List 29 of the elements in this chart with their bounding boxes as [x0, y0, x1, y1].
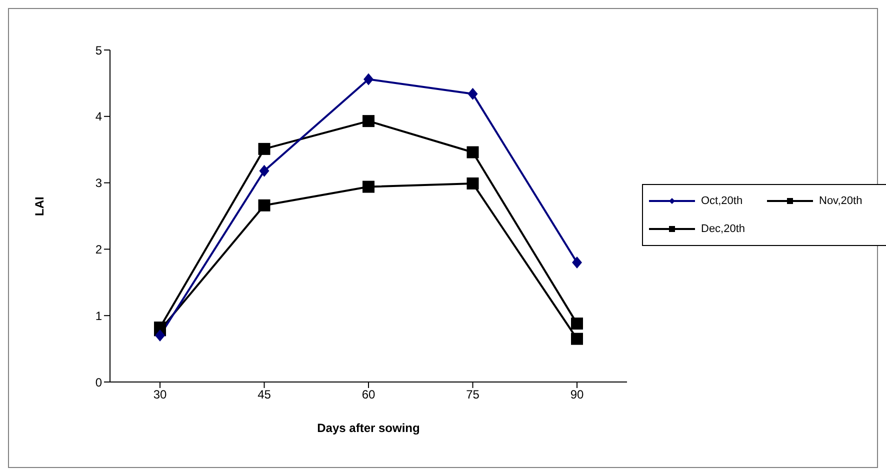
point: [572, 256, 582, 268]
point: [468, 88, 478, 100]
point: [466, 177, 479, 190]
legend-label: Nov,20th: [819, 195, 862, 207]
point: [259, 164, 270, 177]
point: [258, 142, 270, 155]
point: [466, 146, 479, 158]
point: [155, 330, 165, 342]
point: [571, 318, 583, 330]
y-tick-label: 4: [95, 110, 102, 124]
legend-label: Dec,20th: [701, 223, 746, 235]
point: [362, 115, 374, 128]
point: [571, 332, 583, 345]
y-tick-label: 3: [95, 176, 102, 190]
point: [362, 180, 374, 193]
point: [364, 73, 374, 86]
x-tick-label: 60: [362, 388, 376, 402]
y-axis-title: LAI: [32, 196, 46, 216]
x-tick-label: 30: [153, 388, 167, 402]
x-tick-label: 90: [570, 388, 584, 402]
x-tick-label: 75: [466, 388, 480, 402]
point: [258, 199, 270, 212]
y-tick-label: 2: [95, 242, 102, 256]
y-tick-label: 0: [95, 375, 102, 390]
legend-label: Oct,20th: [701, 195, 743, 207]
y-tick-label: 1: [95, 308, 102, 323]
x-axis-title: Days after sowing: [317, 421, 420, 435]
x-tick-label: 45: [258, 388, 272, 402]
y-tick-label: 5: [95, 43, 102, 58]
